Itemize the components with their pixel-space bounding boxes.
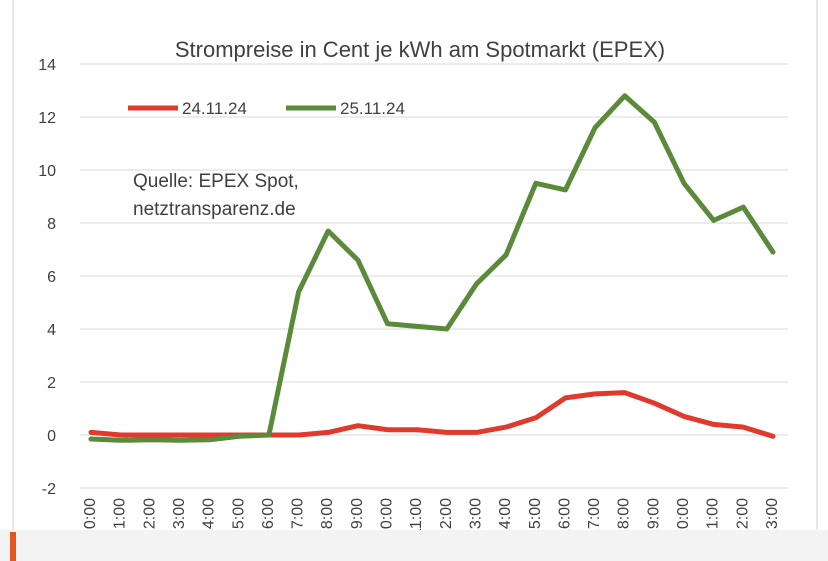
series-line-25-11-24 bbox=[88, 93, 776, 443]
x-tick-label: 8:00 bbox=[319, 498, 336, 529]
legend-label-25-11-24: 25.11.24 bbox=[340, 99, 405, 118]
y-tick-label: -2 bbox=[42, 481, 56, 498]
y-tick-label: 2 bbox=[47, 375, 56, 392]
x-tick-label: 13:00 bbox=[467, 498, 484, 530]
x-tick-label: 12:00 bbox=[438, 498, 455, 530]
right-page-border bbox=[816, 0, 818, 530]
y-tick-label: 0 bbox=[47, 428, 56, 445]
chart-title: Strompreise in Cent je kWh am Spotmarkt … bbox=[175, 37, 665, 62]
source-line-2: netztransparenz.de bbox=[133, 199, 296, 220]
x-tick-label: 11:00 bbox=[408, 498, 425, 530]
x-tick-label: 3:00 bbox=[171, 498, 188, 529]
x-tick-label: 2:00 bbox=[141, 498, 158, 529]
x-tick-label: 16:00 bbox=[556, 498, 573, 530]
accent-bar bbox=[10, 532, 16, 561]
bottom-bar bbox=[0, 530, 828, 561]
x-tick-label: 21:00 bbox=[705, 498, 722, 530]
x-tick-label: 23:00 bbox=[764, 498, 781, 530]
x-axis-ticks: 0:00 1:00 2:00 3:00 4:00 5:00 6:00 7:00 8:00 9:00… bbox=[82, 498, 781, 530]
legend-label-24-11-24: 24.11.24 bbox=[182, 99, 247, 118]
x-tick-label: 0:00 bbox=[82, 498, 99, 529]
grid-lines bbox=[80, 63, 788, 489]
y-tick-label: 12 bbox=[38, 110, 56, 127]
x-tick-label: 19:00 bbox=[645, 498, 662, 530]
x-tick-label: 14:00 bbox=[497, 498, 514, 530]
legend: 24.11.24 25.11.24 bbox=[128, 99, 405, 118]
series-lines bbox=[88, 93, 776, 443]
y-tick-label: 6 bbox=[47, 269, 56, 286]
x-tick-label: 20:00 bbox=[675, 498, 692, 530]
x-tick-label: 1:00 bbox=[112, 498, 129, 529]
y-tick-label: 10 bbox=[38, 163, 56, 180]
y-tick-label: 14 bbox=[38, 57, 56, 74]
left-page-border bbox=[12, 0, 14, 530]
x-tick-label: 15:00 bbox=[527, 498, 544, 530]
price-line-chart: Strompreise in Cent je kWh am Spotmarkt … bbox=[38, 37, 788, 530]
x-tick-label: 22:00 bbox=[734, 498, 751, 530]
x-tick-label: 9:00 bbox=[349, 498, 366, 529]
source-line-1: Quelle: EPEX Spot, bbox=[133, 171, 299, 192]
x-tick-label: 5:00 bbox=[230, 498, 247, 529]
y-tick-label: 4 bbox=[47, 322, 56, 339]
x-tick-label: 7:00 bbox=[290, 498, 307, 529]
x-tick-label: 6:00 bbox=[260, 498, 277, 529]
y-tick-label: 8 bbox=[47, 216, 56, 233]
x-tick-label: 10:00 bbox=[379, 498, 396, 530]
source-annotation: Quelle: EPEX Spot, netztransparenz.de bbox=[133, 171, 299, 220]
series-line-24-11-24 bbox=[88, 390, 776, 439]
x-tick-label: 18:00 bbox=[616, 498, 633, 530]
x-tick-label: 17:00 bbox=[586, 498, 603, 530]
x-tick-label: 4:00 bbox=[201, 498, 218, 529]
y-axis-ticks: 14 12 10 8 6 4 2 0 -2 bbox=[38, 57, 56, 498]
